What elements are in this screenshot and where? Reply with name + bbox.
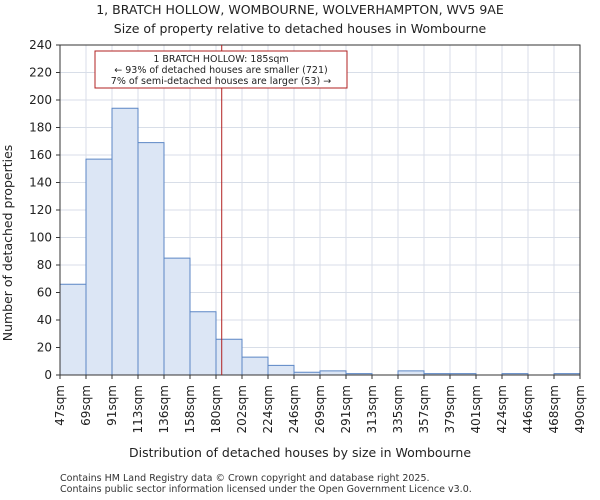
x-tick-label: 158sqm [183,385,197,433]
x-tick-label: 269sqm [313,385,327,433]
y-axis-label: Number of detached properties [0,145,15,342]
annotation-line-1: 1 BRATCH HOLLOW: 185sqm [153,54,288,65]
x-tick-label: 490sqm [573,385,587,433]
x-tick-label: 202sqm [235,385,249,433]
histogram-bar [111,107,139,376]
histogram-bar [59,283,87,376]
chart-title-line1: 1, BRATCH HOLLOW, WOMBOURNE, WOLVERHAMPT… [96,2,504,17]
y-tick-label: 80 [37,258,52,272]
footer-licence: Contains public sector information licen… [60,484,472,495]
y-tick-label: 200 [29,93,52,107]
y-tick-label: 240 [29,38,52,52]
y-tick-label: 180 [29,121,52,135]
y-tick-label: 120 [29,203,52,217]
x-tick-label: 136sqm [157,385,171,433]
y-tick-label: 160 [29,148,52,162]
x-tick-label: 424sqm [495,385,509,433]
chart-title-line2: Size of property relative to detached ho… [114,21,487,36]
y-tick-label: 0 [44,368,52,382]
x-tick-label: 91sqm [105,385,119,426]
y-tick-label: 140 [29,176,52,190]
x-tick-label: 313sqm [365,385,379,433]
y-tick-label: 220 [29,66,52,80]
x-axis-label: Distribution of detached houses by size … [129,445,471,460]
y-tick-label: 60 [37,286,52,300]
histogram-bar [189,311,217,376]
x-tick-label: 180sqm [209,385,223,433]
x-tick-label: 379sqm [443,385,457,433]
x-tick-label: 47sqm [53,385,67,426]
x-tick-label: 224sqm [261,385,275,433]
x-tick-label: 446sqm [521,385,535,433]
x-tick-label: 113sqm [131,385,145,433]
x-tick-label: 291sqm [339,385,353,433]
annotation-line-3: 7% of semi-detached houses are larger (5… [111,76,331,87]
annotation-line-2: ← 93% of detached houses are smaller (72… [114,65,327,76]
x-tick-label: 69sqm [79,385,93,426]
y-tick-label: 20 [37,341,52,355]
histogram-bar [137,142,165,376]
histogram-bar [163,257,191,376]
histogram-bar [241,356,269,376]
histogram-bar [267,364,295,376]
histogram-bar [397,370,425,376]
x-tick-label: 246sqm [287,385,301,433]
x-tick-label: 468sqm [547,385,561,433]
histogram-bar [85,158,113,376]
histogram-bar [215,338,243,376]
x-tick-label: 357sqm [417,385,431,433]
histogram-bar [319,370,347,376]
y-tick-label: 100 [29,231,52,245]
x-tick-label: 401sqm [469,385,483,433]
x-tick-label: 335sqm [391,385,405,433]
y-tick-label: 40 [37,313,52,327]
annotation-box [94,50,348,89]
footer-copyright: Contains HM Land Registry data © Crown c… [60,473,430,484]
plot-area: 0 20 40 60 80 100 120 140 160 180 200 220 240 47sqm 69… [29,38,587,433]
